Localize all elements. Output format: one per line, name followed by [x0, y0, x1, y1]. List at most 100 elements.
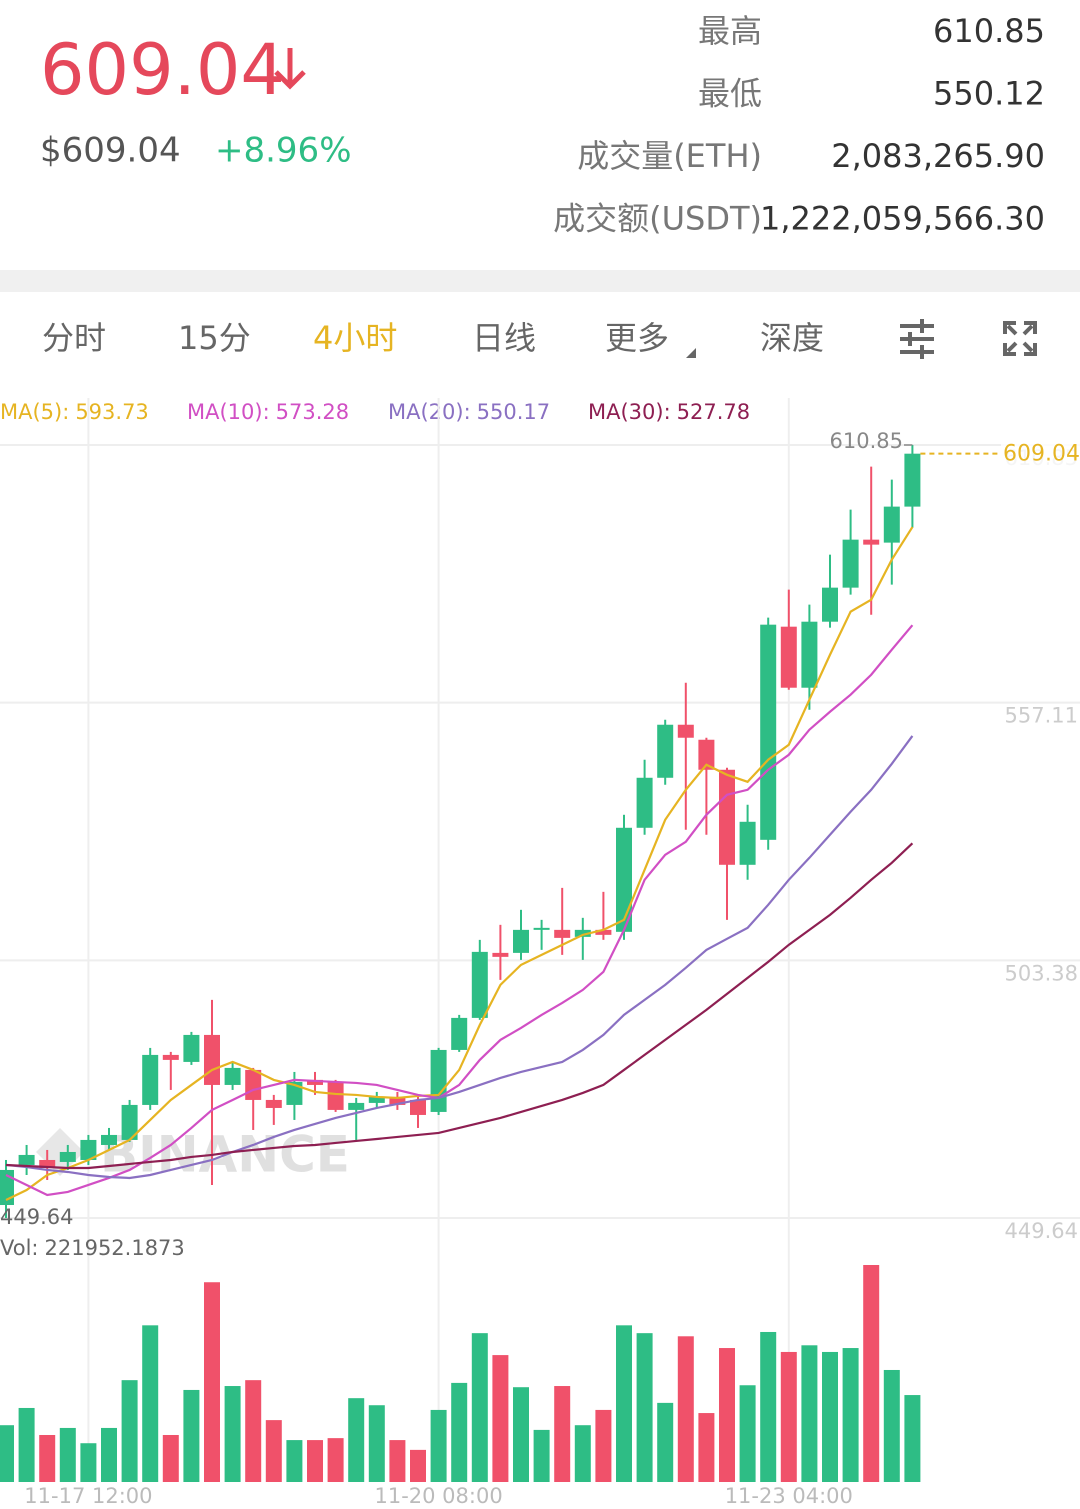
candle-body — [265, 1099, 282, 1108]
volume-bar — [245, 1380, 262, 1482]
volume-bar — [348, 1398, 365, 1482]
volume-bar — [451, 1382, 468, 1482]
volume-bar — [327, 1438, 344, 1482]
last-price-label: 609.04 — [1003, 442, 1080, 467]
ma-legend: MA(5): 593.73 MA(10): 573.28 MA(20): 550.17 MA… — [0, 400, 750, 424]
candle-body — [101, 1134, 117, 1145]
change-percent: +8.96% — [215, 131, 352, 171]
candle-body — [327, 1081, 344, 1110]
candle-body — [657, 724, 674, 778]
candle-body — [719, 769, 735, 865]
candle-body — [80, 1139, 97, 1160]
volume-bar — [595, 1409, 612, 1482]
candle-body — [348, 1102, 365, 1110]
candle-body — [18, 1154, 35, 1165]
legend-entry: MA(20): 550.17 — [388, 400, 550, 424]
legend-value: 527.78 — [677, 400, 750, 424]
usd-price: $609.04 — [40, 131, 181, 171]
tab[interactable]: 15分 — [178, 319, 251, 357]
volume-bar — [307, 1440, 323, 1482]
divider — [0, 270, 1080, 292]
candle-body — [224, 1067, 241, 1085]
volume-bar — [698, 1413, 715, 1482]
volume-bar — [39, 1434, 56, 1482]
candle-body — [533, 927, 550, 930]
volume-bar — [224, 1386, 241, 1482]
volume-bar — [636, 1333, 653, 1482]
volume-label-value: 221952.1873 — [45, 1236, 185, 1260]
candle-body — [307, 1079, 323, 1085]
candle-body — [0, 1169, 14, 1206]
tab[interactable]: 更多 — [605, 319, 669, 357]
candle-body — [883, 506, 900, 543]
legend-entry: MA(5): 593.73 — [0, 400, 149, 424]
ma-line — [5, 735, 914, 1180]
candle-body — [183, 1034, 200, 1062]
candle-body — [842, 539, 859, 588]
candle-body — [513, 929, 529, 953]
x-tick-label: 11-17 12:00 — [24, 1484, 152, 1508]
volume-bar — [368, 1405, 385, 1482]
fullscreen-icon[interactable] — [1003, 321, 1037, 356]
candle-body — [368, 1096, 385, 1103]
volume-bar — [101, 1427, 117, 1482]
tab[interactable]: 分时 — [42, 319, 106, 357]
ma-line — [5, 624, 914, 1197]
y-tick-label: 503.38 — [1005, 961, 1078, 985]
volume-bar — [842, 1348, 859, 1482]
volume-bar — [142, 1325, 159, 1482]
high-marker: 610.85 — [830, 429, 903, 453]
volume-bar — [554, 1386, 571, 1482]
volume-bar — [574, 1425, 591, 1482]
candle-body — [698, 739, 715, 770]
volume-bar — [883, 1369, 900, 1482]
tab[interactable]: 日线 — [472, 319, 536, 357]
candle-body — [286, 1081, 303, 1105]
stat-value: 1,222,059,566.30 — [760, 200, 1045, 238]
legend-value: 550.17 — [477, 400, 550, 424]
y-tick-label: 557.11 — [1005, 704, 1078, 728]
stat-label: 最高 — [698, 12, 762, 50]
candle-body — [59, 1151, 76, 1162]
candle-body — [760, 624, 777, 840]
candle-body — [595, 929, 612, 935]
tab[interactable]: 深度 — [760, 319, 824, 357]
volume-bar — [533, 1429, 550, 1482]
volume-bar — [780, 1351, 797, 1482]
dropdown-caret — [686, 348, 696, 358]
candle-body — [389, 1096, 406, 1105]
stat-label: 成交额(USDT) — [553, 200, 762, 238]
candle-body — [616, 827, 632, 932]
volume-bar — [183, 1389, 200, 1482]
volume-bar — [59, 1427, 76, 1482]
volume-bar — [265, 1420, 282, 1482]
volume-bar — [162, 1434, 179, 1482]
settings-icon[interactable] — [900, 319, 934, 359]
candle-body — [554, 929, 571, 938]
legend-value: 573.28 — [276, 400, 349, 424]
tab-active[interactable]: 4小时 — [313, 319, 397, 357]
legend-name: MA(20): — [388, 400, 471, 424]
volume-bar — [739, 1385, 756, 1482]
candle-body — [142, 1054, 159, 1105]
candle-body — [739, 821, 756, 865]
legend-entry: MA(10): 573.28 — [187, 400, 349, 424]
legend-entry: MA(30): 527.78 — [588, 400, 750, 424]
candle-body — [863, 539, 880, 545]
chart: 449.64 503.38 557.11 610.85 11-17 12:00 11-20… — [0, 398, 1080, 1508]
legend-name: MA(30): — [588, 400, 671, 424]
candle-body — [162, 1054, 179, 1060]
candle-body — [121, 1104, 138, 1140]
volume-bar — [801, 1345, 818, 1482]
volume-bar — [513, 1387, 529, 1482]
legend-name: MA(10): — [187, 400, 270, 424]
volume-bar — [822, 1351, 838, 1482]
stat-value: 550.12 — [933, 75, 1045, 113]
low-marker: 449.64 — [0, 1205, 73, 1229]
down-arrow — [274, 48, 306, 90]
candle-body — [636, 777, 653, 828]
legend-value: 593.73 — [75, 400, 148, 424]
volume-bar — [430, 1409, 447, 1482]
candle-body — [204, 1034, 220, 1085]
